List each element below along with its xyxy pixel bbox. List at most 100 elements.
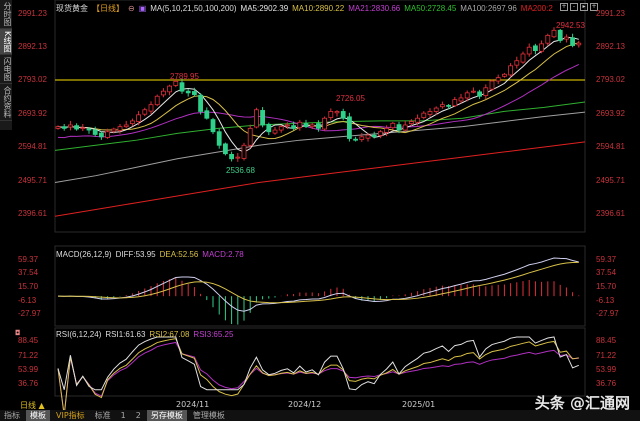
candle-body (142, 109, 148, 115)
macd-dea: DEA:52.56 (159, 250, 199, 259)
ma21-value: MA21:2830.66 (348, 4, 401, 13)
candle-body (173, 80, 179, 86)
side-tab-kline[interactable]: K线图 (0, 29, 12, 56)
tab-indicators[interactable]: 指标 (4, 411, 20, 420)
high-annotation: 2942.53 (556, 21, 585, 30)
manage-templates-button[interactable]: 管理模板 (192, 411, 225, 420)
tab-vip-indicators[interactable]: VIP指标 (56, 411, 85, 420)
candle-body (315, 123, 321, 129)
candle-body (266, 123, 272, 133)
period-label: 【日线】 (92, 4, 124, 13)
price-label-right: 2396.61 (596, 209, 625, 218)
candle-body (241, 144, 247, 159)
play-icon[interactable]: ▸ (580, 3, 588, 11)
candle-body (365, 134, 371, 139)
macd-diff: DIFF:53.95 (115, 250, 156, 259)
candle-body (439, 104, 445, 108)
candle-body (489, 80, 495, 90)
high-annotation: 2726.05 (336, 94, 365, 103)
tab-templates[interactable]: 模板 (26, 410, 50, 421)
price-label-right: 2693.92 (596, 109, 625, 118)
rsi-axis-label: 36.76 (18, 379, 39, 388)
candle-body (514, 60, 520, 66)
candle-body (377, 131, 383, 136)
macd-header: MACD(26,12,9) DIFF:53.95 DEA:52.56 MACD:2.7… (56, 250, 248, 259)
month-label: 2024/11 (176, 400, 210, 409)
candle-body (278, 126, 284, 131)
price-label-right: 2793.02 (596, 75, 625, 84)
candle-body (415, 117, 421, 123)
rsi2-value: RSI2:67.08 (149, 330, 190, 339)
lock-icon[interactable]: ⊖ (128, 4, 135, 13)
candle-body (483, 87, 489, 96)
rsi-label: RSI(6,12,24) (56, 330, 102, 339)
side-tab-timeshare[interactable]: 分时图 (0, 0, 12, 29)
price-label-left: 2991.23 (18, 9, 47, 18)
candle-body (185, 90, 191, 94)
zoom-out-icon[interactable]: - (570, 3, 578, 11)
macd-axis-label: 37.54 (596, 268, 617, 277)
price-label-left: 2594.81 (18, 142, 47, 151)
candle-body (353, 138, 359, 141)
side-tab-contract[interactable]: 合约资料 (0, 84, 12, 122)
ma-label: MA(5,10,21,50,100,200) (150, 4, 237, 13)
price-label-left: 2495.71 (18, 176, 47, 185)
rsi-axis-label: 53.99 (596, 365, 617, 374)
rsi-axis-label: 88.45 (18, 336, 39, 345)
price-label-right: 2991.23 (596, 9, 625, 18)
candle-body (526, 46, 532, 55)
candle-body (191, 91, 197, 95)
month-label: 2024/12 (288, 400, 322, 409)
candle-body (470, 90, 476, 93)
candle-body (328, 111, 334, 118)
candle-body (260, 110, 266, 126)
panel-frame (54, 327, 586, 397)
candle-body (80, 127, 86, 130)
macd-diff-line (57, 257, 579, 312)
rsi-settings-icon[interactable]: ◘ (15, 329, 21, 337)
rsi-header: RSI(6,12,24) RSI1:61.63 RSI2:67.08 RSI3:65.… (56, 330, 237, 339)
rsi1-line (57, 336, 579, 391)
ma-settings-icon[interactable]: ▣ (138, 4, 147, 13)
tab-1[interactable]: 1 (120, 411, 126, 420)
ma50-line (54, 101, 586, 151)
macd-axis-label: 59.37 (596, 255, 617, 264)
add-icon[interactable]: + (590, 3, 598, 11)
save-template-button[interactable]: 另存模板 (146, 410, 187, 421)
chart-header: 现货黄金 【日线】 ⊖ ▣ MA(5,10,21,50,100,200) MA5:2902… (56, 3, 557, 14)
price-label-left: 2892.13 (18, 42, 47, 51)
candle-body (446, 104, 452, 107)
side-tab-flash[interactable]: 闪电图 (0, 55, 12, 85)
tab-standard[interactable]: 标准 (94, 411, 111, 420)
candle-body (297, 121, 303, 129)
zoom-in-icon[interactable]: + (560, 3, 568, 11)
rsi3-value: RSI3:65.25 (193, 330, 234, 339)
bottom-toolbar: 指标 模板 VIP指标 标准 1 2 另存模板 管理模板 (0, 410, 640, 421)
candle-body (570, 37, 575, 46)
candle-body (402, 124, 408, 131)
candle-body (501, 73, 507, 77)
candle-body (111, 128, 117, 132)
candle-body (148, 104, 154, 112)
candle-body (452, 99, 458, 107)
period-indicator[interactable]: 日线 ▲ (20, 401, 45, 410)
candle-body (179, 82, 185, 92)
candle-body (371, 134, 377, 138)
candle-body (123, 124, 129, 128)
low-annotation: 2536.68 (226, 166, 255, 175)
candle-body (458, 97, 464, 102)
candle-body (408, 121, 414, 125)
price-label-left: 2793.02 (18, 75, 47, 84)
candle-body (346, 116, 352, 139)
rsi-axis-label: 88.45 (596, 336, 617, 345)
panel-frame (54, 0, 586, 233)
candle-body (384, 127, 390, 133)
candle-body (390, 122, 396, 129)
ma5-value: MA5:2902.39 (240, 4, 289, 13)
candle-body (222, 143, 228, 155)
tab-2[interactable]: 2 (135, 411, 141, 420)
candle-body (198, 94, 204, 112)
candle-body (539, 43, 544, 52)
candle-body (520, 53, 526, 63)
